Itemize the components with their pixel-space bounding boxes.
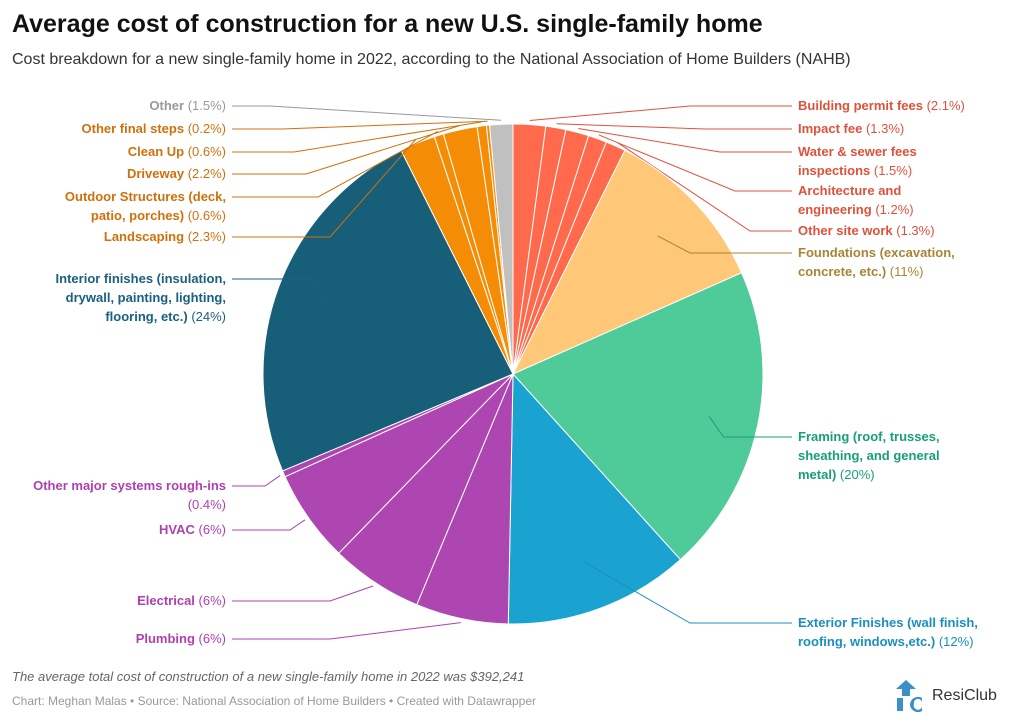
- slice-label-value: (2.2%): [187, 166, 226, 181]
- slice-label-name: Clean Up: [127, 144, 185, 159]
- leader-line-6: [708, 415, 792, 438]
- slice-label-name: Water & sewer fees inspections: [798, 144, 917, 178]
- slice-label-name: HVAC: [159, 522, 195, 537]
- slice-label-value: (24%): [191, 309, 226, 324]
- leader-line-8: [232, 622, 461, 640]
- leader-line-5: [657, 235, 792, 254]
- pie-slice-7[interactable]: [507, 372, 682, 625]
- slice-label-value: (6%): [198, 631, 226, 646]
- leader-line-13: [232, 138, 417, 238]
- slice-label-value: (20%): [839, 467, 875, 482]
- slice-label-13: Landscaping (2.3%): [104, 227, 226, 246]
- slice-label-name: Architecture and engineering: [798, 183, 902, 217]
- slice-label-0: Building permit fees (2.1%): [798, 96, 965, 115]
- slice-label-1: Impact fee (1.3%): [798, 119, 904, 138]
- slice-label-name: Building permit fees: [798, 98, 923, 113]
- leader-line-15: [232, 125, 460, 175]
- resiclub-logo: ResiClub: [896, 680, 997, 712]
- slice-label-value: (12%): [938, 634, 974, 649]
- slice-label-11: Other major systems rough-ins (0.4%): [0, 476, 226, 514]
- slice-label-value: (2.3%): [187, 229, 226, 244]
- slice-label-value: (6%): [198, 593, 226, 608]
- footnote: The average total cost of construction o…: [12, 669, 525, 684]
- slice-label-17: Other final steps (0.2%): [82, 119, 227, 138]
- pie-slice-18[interactable]: [488, 123, 514, 375]
- leader-line-10: [232, 519, 306, 531]
- leader-line-17: [232, 120, 488, 130]
- slice-label-value: (6%): [198, 522, 226, 537]
- leader-line-14: [232, 130, 438, 198]
- slice-label-name: Driveway: [126, 166, 185, 181]
- slice-label-name: Landscaping: [103, 229, 185, 244]
- leader-line-18: [232, 105, 502, 121]
- leader-line-11: [232, 475, 281, 487]
- slice-label-value: (1.3%): [865, 121, 905, 136]
- leader-line-3: [598, 134, 792, 192]
- pie-slice-6[interactable]: [512, 272, 764, 561]
- slice-label-12: Interior finishes (insulation, drywall, …: [36, 269, 226, 326]
- slice-label-name: Other major systems rough-ins: [33, 478, 226, 493]
- logo-text: ResiClub: [932, 687, 997, 704]
- leader-line-9: [232, 585, 374, 602]
- slice-label-name: Outdoor Structures (deck, patio, porches…: [64, 189, 226, 223]
- slice-label-8: Plumbing (6%): [136, 629, 226, 648]
- slice-label-name: Electrical: [137, 593, 195, 608]
- slice-label-name: Impact fee: [798, 121, 863, 136]
- slice-label-2: Water & sewer fees inspections (1.5%): [798, 142, 973, 180]
- slice-label-10: HVAC (6%): [159, 520, 226, 539]
- slice-label-name: Other: [149, 98, 185, 113]
- leader-line-0: [529, 105, 792, 122]
- leader-line-12: [232, 278, 326, 305]
- slice-label-3: Architecture and engineering (1.2%): [798, 181, 973, 219]
- slice-label-value: (0.6%): [187, 144, 226, 159]
- slice-label-value: (1.5%): [873, 163, 913, 178]
- pie-slice-12[interactable]: [262, 149, 514, 472]
- slice-label-value: (0.4%): [187, 497, 226, 512]
- slice-label-value: (11%): [889, 264, 924, 279]
- slice-label-15: Driveway (2.2%): [127, 164, 226, 183]
- slice-label-16: Clean Up (0.6%): [128, 142, 226, 161]
- slice-label-name: Other final steps: [81, 121, 185, 136]
- leader-line-16: [232, 121, 482, 153]
- slice-label-value: (1.5%): [187, 98, 226, 113]
- slice-label-value: (0.2%): [187, 121, 226, 136]
- chart-title: Average cost of construction for a new U…: [12, 10, 763, 38]
- slice-label-4: Other site work (1.3%): [798, 221, 935, 240]
- slice-label-name: Foundations (excavation, concrete, etc.): [798, 245, 955, 279]
- slice-label-value: (1.2%): [875, 202, 914, 217]
- slice-label-name: Plumbing: [135, 631, 195, 646]
- slice-label-18: Other (1.5%): [149, 96, 226, 115]
- slice-label-7: Exterior Finishes (wall finish, roofing,…: [798, 613, 988, 651]
- slice-label-name: Other site work: [798, 223, 893, 238]
- leader-line-1: [556, 123, 792, 130]
- leader-line-7: [582, 560, 792, 624]
- slice-label-9: Electrical (6%): [137, 591, 226, 610]
- slice-label-value: (0.6%): [187, 208, 226, 223]
- chart-subtitle: Cost breakdown for a new single-family h…: [12, 51, 851, 68]
- resiclub-logo-icon: [896, 680, 922, 712]
- slice-label-14: Outdoor Structures (deck, patio, porches…: [41, 187, 226, 225]
- slice-label-name: Interior finishes (insulation, drywall, …: [55, 271, 226, 324]
- slice-label-6: Framing (roof, trusses, sheathing, and g…: [798, 427, 968, 484]
- source-line: Chart: Meghan Malas • Source: National A…: [12, 694, 536, 708]
- leader-line-2: [578, 128, 792, 153]
- slice-label-5: Foundations (excavation, concrete, etc.)…: [798, 243, 958, 281]
- pie-slice-5[interactable]: [511, 149, 743, 376]
- slice-label-name: Exterior Finishes (wall finish, roofing,…: [798, 615, 978, 649]
- leader-line-4: [617, 141, 792, 232]
- slice-label-value: (1.3%): [896, 223, 935, 238]
- slice-label-name: Framing (roof, trusses, sheathing, and g…: [798, 429, 940, 482]
- slice-label-value: (2.1%): [926, 98, 965, 113]
